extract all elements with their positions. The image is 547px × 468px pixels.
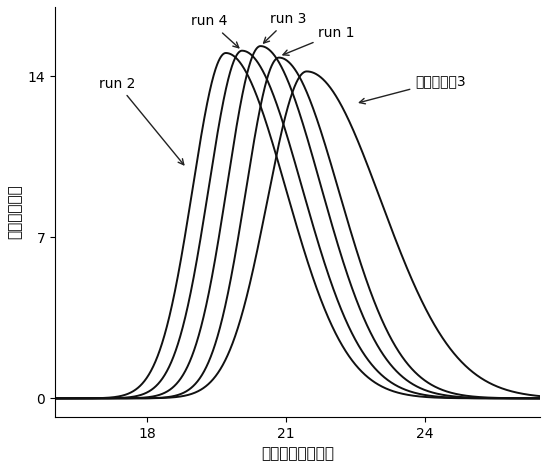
Y-axis label: 强度（毫伏）: 强度（毫伏）	[7, 184, 22, 239]
Text: 应用实施例3: 应用实施例3	[359, 74, 466, 104]
Text: run 4: run 4	[191, 15, 239, 48]
X-axis label: 洗脱时间（分钟）: 洗脱时间（分钟）	[261, 446, 334, 461]
Text: run 2: run 2	[99, 77, 184, 165]
Text: run 3: run 3	[264, 12, 306, 43]
Text: run 1: run 1	[283, 26, 355, 55]
